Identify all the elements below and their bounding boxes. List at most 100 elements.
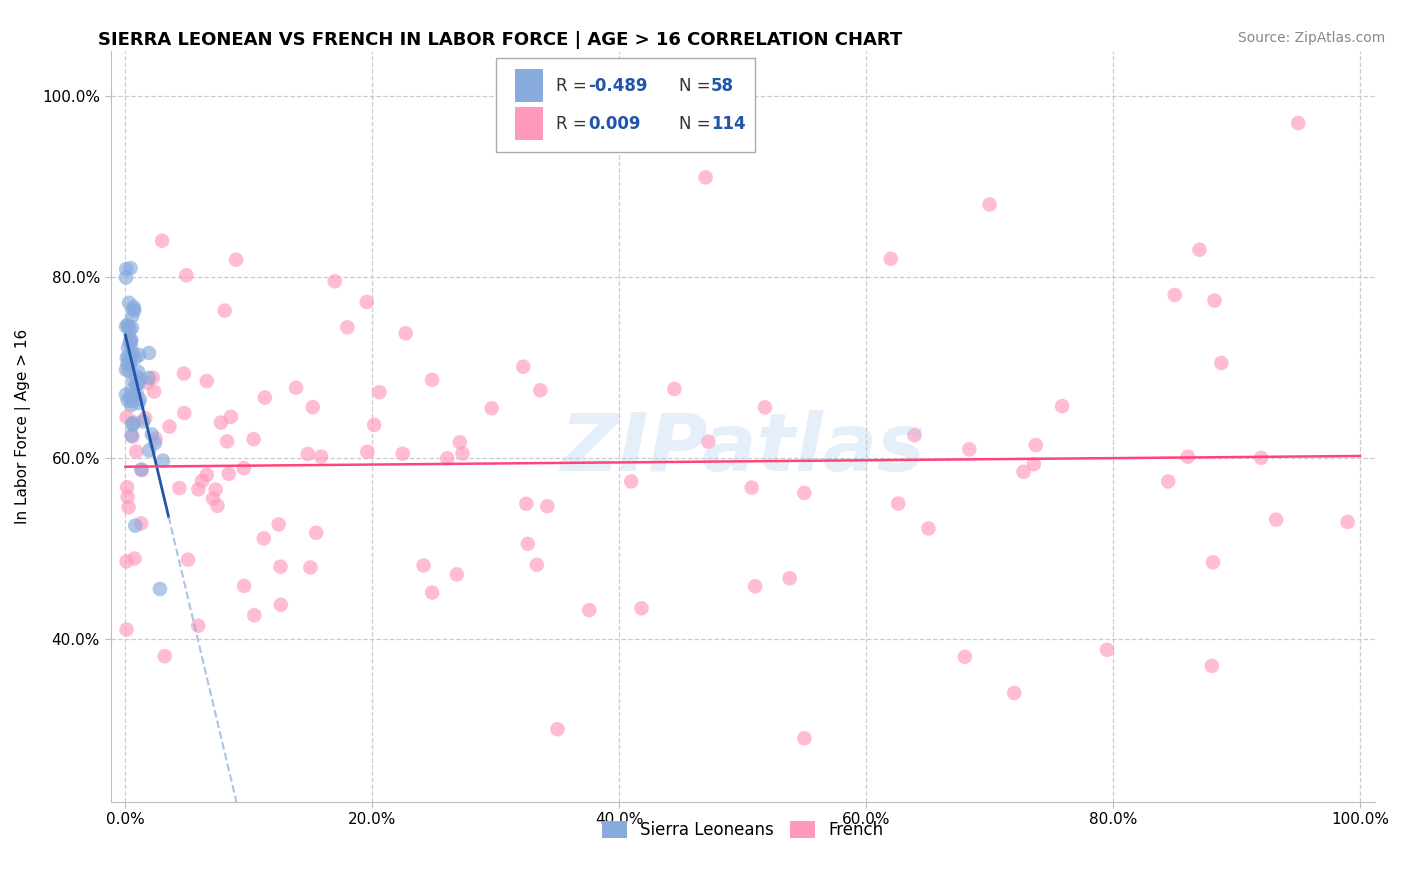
Point — [121, 345, 143, 359]
Point — [118, 354, 141, 368]
Point — [131, 463, 153, 477]
Point — [115, 362, 138, 376]
Point — [305, 525, 328, 540]
Point — [1336, 515, 1358, 529]
Text: SIERRA LEONEAN VS FRENCH IN LABOR FORCE | AGE > 16 CORRELATION CHART: SIERRA LEONEAN VS FRENCH IN LABOR FORCE … — [98, 31, 903, 49]
Point — [118, 323, 141, 337]
Point — [395, 326, 418, 341]
Point — [1286, 116, 1309, 130]
Point — [138, 371, 160, 385]
FancyBboxPatch shape — [515, 70, 543, 103]
Point — [177, 552, 200, 566]
Point — [117, 319, 139, 334]
Point — [664, 382, 686, 396]
Point — [121, 417, 143, 432]
Point — [253, 391, 276, 405]
Point — [195, 374, 218, 388]
Point — [120, 351, 142, 365]
Point — [1025, 438, 1047, 452]
Point — [120, 356, 142, 370]
Point — [118, 295, 141, 310]
Point — [138, 346, 160, 360]
Point — [115, 262, 138, 277]
Point — [368, 385, 391, 400]
Point — [232, 461, 254, 475]
Point — [153, 649, 176, 664]
Text: 0.009: 0.009 — [589, 114, 641, 133]
Text: ZIPatlas: ZIPatlas — [560, 409, 925, 488]
Point — [136, 376, 159, 390]
Point — [481, 401, 503, 416]
Point — [793, 486, 815, 500]
Point — [134, 411, 156, 425]
Point — [243, 608, 266, 623]
Point — [204, 483, 226, 497]
Point — [117, 500, 139, 515]
Point — [754, 401, 776, 415]
Point — [1022, 457, 1045, 471]
Text: -0.489: -0.489 — [589, 77, 648, 95]
Point — [127, 376, 149, 391]
Point — [122, 416, 145, 430]
Point — [630, 601, 652, 615]
Point — [793, 731, 815, 746]
Point — [297, 447, 319, 461]
Point — [225, 252, 247, 267]
Point — [117, 341, 139, 355]
Point — [124, 351, 146, 365]
Point — [285, 381, 308, 395]
Point — [157, 419, 180, 434]
Point — [187, 618, 209, 632]
Point — [1157, 475, 1180, 489]
Point — [880, 252, 903, 266]
Point — [122, 373, 145, 387]
Point — [132, 414, 155, 428]
Point — [187, 483, 209, 497]
Point — [529, 384, 551, 398]
Point — [695, 170, 717, 185]
Point — [979, 197, 1001, 211]
Point — [516, 537, 538, 551]
Point — [122, 302, 145, 317]
Point — [121, 428, 143, 442]
Point — [446, 567, 468, 582]
Point — [267, 517, 290, 532]
Point — [125, 369, 148, 384]
Point — [131, 462, 153, 476]
Point — [697, 434, 720, 449]
Point — [1202, 555, 1225, 569]
Point — [115, 554, 138, 568]
Point — [120, 383, 142, 397]
Point — [546, 722, 568, 736]
Point — [152, 453, 174, 467]
Point — [336, 320, 359, 334]
Point — [121, 394, 143, 409]
Point — [1211, 356, 1233, 370]
Point — [125, 444, 148, 458]
Point — [209, 416, 232, 430]
Point — [143, 436, 166, 450]
Point — [118, 363, 141, 377]
Text: 114: 114 — [711, 114, 745, 133]
Point — [115, 319, 138, 334]
Point — [120, 261, 142, 276]
Text: R =: R = — [555, 114, 592, 133]
Point — [779, 571, 801, 585]
Point — [120, 398, 142, 412]
Point — [169, 481, 191, 495]
Point — [449, 435, 471, 450]
Point — [117, 490, 139, 504]
Point — [207, 499, 229, 513]
Point — [195, 467, 218, 482]
Text: Source: ZipAtlas.com: Source: ZipAtlas.com — [1237, 31, 1385, 45]
Point — [120, 338, 142, 352]
Point — [578, 603, 600, 617]
Point — [299, 560, 322, 574]
Point — [270, 598, 292, 612]
Point — [436, 451, 458, 466]
Point — [1002, 686, 1025, 700]
Point — [128, 396, 150, 410]
Point — [120, 334, 142, 348]
Point — [219, 409, 242, 424]
Point — [253, 532, 276, 546]
